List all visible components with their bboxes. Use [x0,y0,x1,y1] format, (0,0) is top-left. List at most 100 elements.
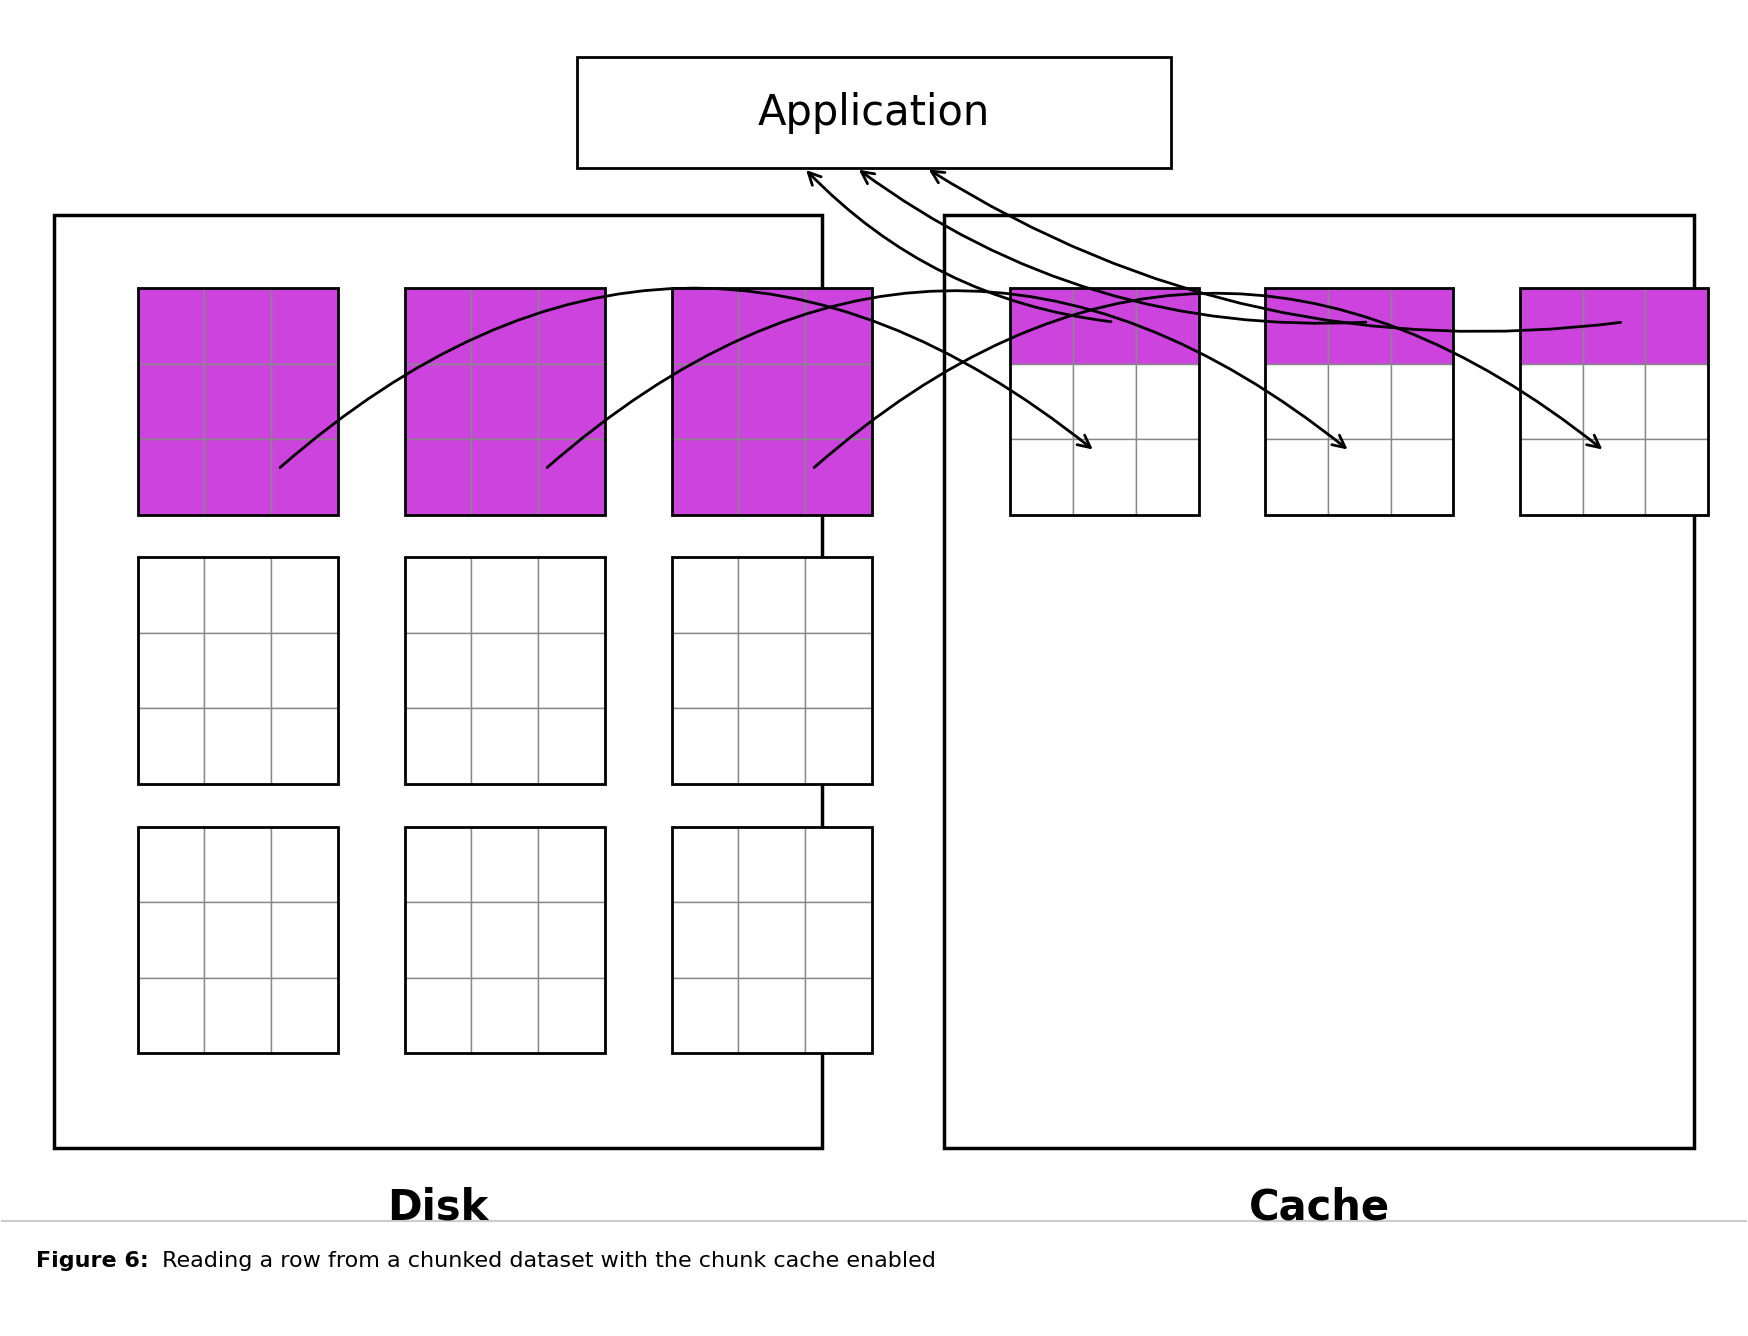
Bar [138,557,205,633]
Bar [404,978,472,1053]
Bar [271,557,337,633]
Bar [1645,289,1708,363]
Text: Figure 6:: Figure 6: [37,1252,149,1272]
Bar [1328,289,1391,363]
Bar [1136,289,1199,363]
Bar [1328,363,1391,440]
Bar [1266,440,1328,514]
Bar [577,57,1171,168]
Bar [1073,289,1136,363]
Text: Reading a row from a chunked dataset with the chunk cache enabled: Reading a row from a chunked dataset wit… [156,1252,935,1272]
Bar [138,289,337,514]
Bar [671,827,738,902]
Bar [138,289,205,363]
Bar [271,708,337,784]
Bar [671,557,738,633]
Bar [271,633,337,708]
Bar [205,708,271,784]
Bar [472,289,538,363]
Bar [271,363,337,440]
Bar [404,633,472,708]
Bar [806,363,872,440]
Bar [1645,363,1708,440]
Bar [738,363,806,440]
Bar [738,633,806,708]
Bar [738,289,806,363]
Bar [205,557,271,633]
Bar [472,708,538,784]
Bar [671,978,738,1053]
Bar [404,289,472,363]
Text: Cache: Cache [1248,1186,1390,1229]
Bar [1519,363,1582,440]
Bar [1391,363,1453,440]
Bar [1391,289,1453,363]
Bar [271,289,337,363]
Bar [671,440,738,514]
Bar [1010,289,1199,514]
Bar [1391,440,1453,514]
Bar [138,363,205,440]
Bar [404,289,605,514]
Bar [205,289,271,363]
Bar [472,557,538,633]
Bar [1073,363,1136,440]
Bar [538,633,605,708]
Bar [738,440,806,514]
Bar [271,440,337,514]
Bar [404,363,472,440]
Bar [1266,289,1328,363]
Bar [738,978,806,1053]
Bar [538,902,605,978]
Bar [671,289,872,514]
Bar [1136,363,1199,440]
Bar [472,633,538,708]
Bar [1010,363,1073,440]
Bar [806,289,872,363]
Bar [138,708,205,784]
Bar [806,902,872,978]
Bar [138,978,205,1053]
Bar [1519,289,1708,514]
Bar [538,978,605,1053]
Bar [1266,289,1453,514]
Bar [944,215,1694,1148]
Bar [1582,363,1645,440]
Bar [738,557,806,633]
Bar [1010,440,1073,514]
Bar [404,557,472,633]
Bar [538,557,605,633]
Bar [404,827,605,1053]
Bar [205,902,271,978]
Bar [538,827,605,902]
Bar [738,827,806,902]
Text: Application: Application [759,92,989,134]
Bar [538,289,605,363]
Bar [472,978,538,1053]
Bar [738,902,806,978]
Bar [472,827,538,902]
Bar [138,440,205,514]
Bar [54,215,822,1148]
Bar [538,440,605,514]
Bar [806,633,872,708]
Bar [671,633,738,708]
Bar [1328,440,1391,514]
Bar [806,708,872,784]
Bar [205,633,271,708]
Bar [671,827,872,1053]
Bar [138,827,205,902]
Bar [138,557,337,784]
Bar [404,440,472,514]
Text: Disk: Disk [386,1186,488,1229]
Bar [538,363,605,440]
Bar [404,827,472,902]
Bar [738,708,806,784]
Bar [404,902,472,978]
Bar [472,902,538,978]
Bar [138,902,205,978]
Bar [671,363,738,440]
Bar [1519,289,1582,363]
Bar [671,557,872,784]
Bar [1519,440,1582,514]
